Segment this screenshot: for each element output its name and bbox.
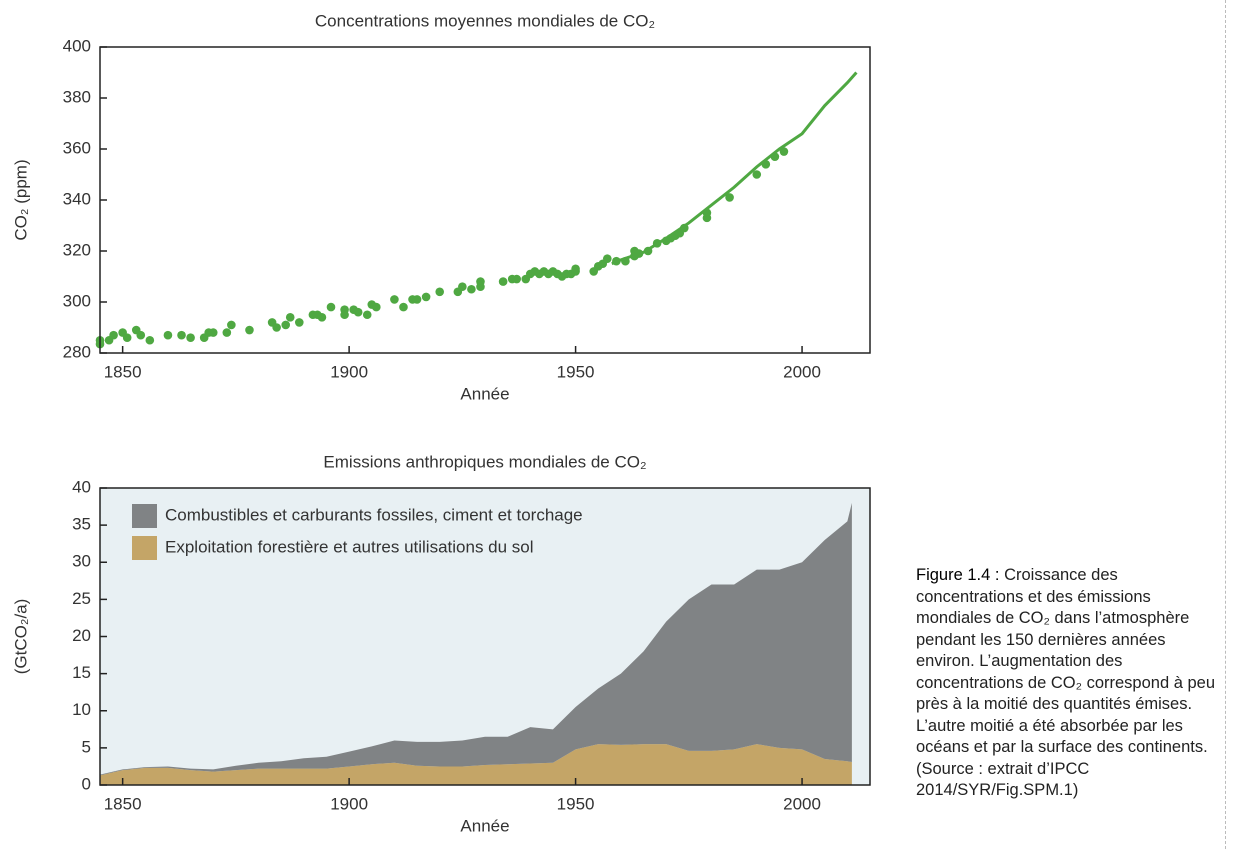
data-point <box>294 318 304 327</box>
legend-swatch <box>132 504 157 528</box>
caption: Figure 1.4 : Croissance des concentratio… <box>916 565 1216 802</box>
data-line <box>611 71 858 266</box>
separator <box>1225 0 1226 849</box>
data-point <box>122 333 132 343</box>
data-point <box>512 274 522 284</box>
data-point <box>136 330 146 340</box>
y-tick-label: 10 <box>72 700 91 719</box>
caption-text: Croissance des concentrations et des émi… <box>916 566 1215 799</box>
data-point <box>109 330 118 340</box>
y-tick-label: 400 <box>63 36 91 55</box>
data-point <box>752 170 762 179</box>
data-point <box>317 313 327 322</box>
data-point <box>421 292 431 302</box>
y-tick-label: 320 <box>63 240 91 259</box>
y-tick-label: 25 <box>72 589 91 608</box>
y-tick-label: 5 <box>82 737 91 756</box>
data-point <box>186 333 195 343</box>
data-point <box>779 147 789 156</box>
x-axis-label: Année <box>460 816 509 835</box>
y-tick-label: 15 <box>72 663 91 682</box>
data-point <box>177 330 186 340</box>
chart-title: Emissions anthropiques mondiales de CO₂ <box>323 452 646 471</box>
data-point <box>467 284 476 294</box>
y-tick-label: 340 <box>63 189 91 208</box>
data-point <box>281 320 291 330</box>
data-point <box>245 325 254 335</box>
y-tick-label: 35 <box>72 515 91 534</box>
area <box>100 502 852 776</box>
x-tick-label: 2000 <box>783 794 821 813</box>
caption-label: Figure 1.4 : <box>916 566 1000 584</box>
data-point <box>340 305 349 314</box>
data-point <box>145 335 155 345</box>
data-point <box>362 310 372 320</box>
y-tick-label: 20 <box>72 626 91 645</box>
x-tick-label: 2000 <box>783 362 821 381</box>
data-point <box>326 302 336 312</box>
data-point <box>163 330 173 340</box>
legend-swatch <box>132 536 157 560</box>
chart-title: Concentrations moyennes mondiales de CO₂ <box>315 11 655 30</box>
data-point <box>390 295 399 304</box>
data-point <box>371 302 381 312</box>
data-point <box>458 282 467 292</box>
y-tick-label: 0 <box>82 774 91 793</box>
data-point <box>285 313 295 322</box>
data-point <box>353 307 363 317</box>
data-point <box>435 287 445 297</box>
data-point <box>571 264 580 274</box>
legend-label: Combustibles et carburants fossiles, cim… <box>165 505 583 524</box>
legend-label: Exploitation forestière et autres utilis… <box>165 537 534 556</box>
data-point <box>476 277 485 286</box>
x-axis-label: Année <box>460 384 509 403</box>
x-tick-label: 1950 <box>557 794 595 813</box>
data-point <box>412 295 422 304</box>
y-tick-label: 300 <box>63 291 91 310</box>
data-point <box>222 328 232 337</box>
data-point <box>498 277 508 286</box>
y-tick-label: 40 <box>72 477 91 496</box>
plot-area <box>100 47 870 353</box>
y-tick-label: 280 <box>63 342 91 361</box>
data-point <box>208 328 218 337</box>
x-tick-label: 1950 <box>557 362 595 381</box>
y-axis-label: CO₂ (ppm) <box>11 159 30 240</box>
data-point <box>272 323 281 332</box>
charts: Concentrations moyennes mondiales de CO₂… <box>11 11 871 835</box>
data-point <box>399 302 408 312</box>
y-tick-label: 380 <box>63 87 91 106</box>
data-point <box>602 254 612 263</box>
y-axis-label: (GtCO₂/a) <box>11 599 30 675</box>
x-tick-label: 1900 <box>330 794 368 813</box>
x-tick-label: 1900 <box>330 362 368 381</box>
data-point <box>725 193 734 202</box>
y-tick-label: 360 <box>63 138 91 157</box>
data-point <box>227 320 236 330</box>
x-tick-label: 1850 <box>104 362 142 381</box>
area <box>100 744 852 785</box>
y-tick-label: 30 <box>72 552 91 571</box>
x-tick-label: 1850 <box>104 794 142 813</box>
